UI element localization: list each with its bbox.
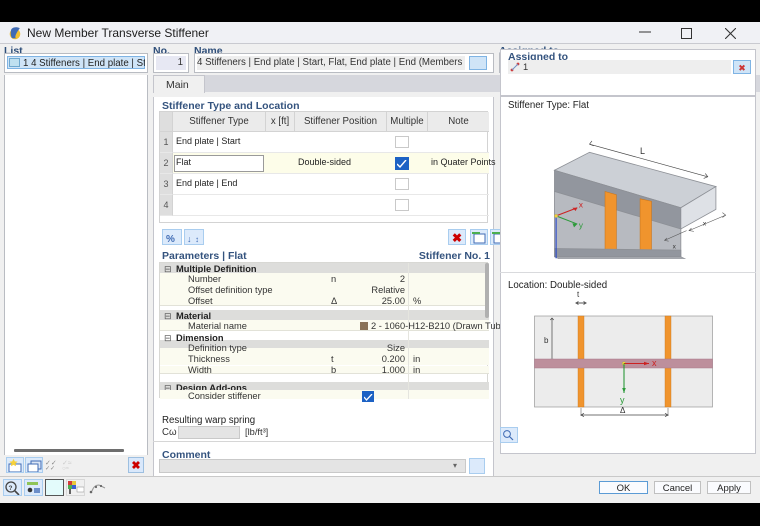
svg-text:z: z [558,256,562,259]
svg-text:○≈: ○≈ [62,466,70,470]
svg-text:x: x [579,201,583,210]
svg-text:↕: ↕ [195,235,199,244]
svg-text:b: b [544,336,549,345]
svg-text:L: L [640,146,645,156]
svg-text:✓✓: ✓✓ [45,466,55,470]
svg-text:Δ: Δ [620,406,626,415]
svg-text:y: y [620,395,625,405]
svg-text:x: x [652,358,657,368]
svg-text:?: ? [9,485,13,492]
svg-text:↓: ↓ [187,234,192,244]
svg-text:t: t [577,290,580,299]
svg-text:%: % [166,234,175,245]
svg-text:x: x [703,221,707,228]
